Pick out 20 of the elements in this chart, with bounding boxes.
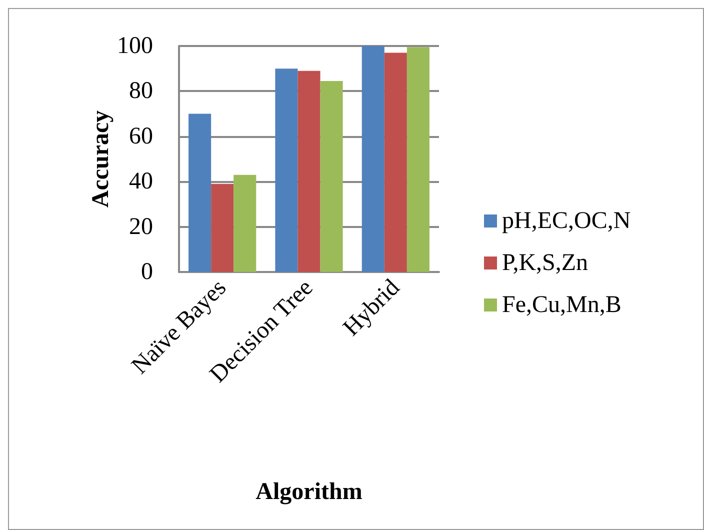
legend-label: pH,EC,OC,N	[502, 208, 631, 234]
bar	[211, 184, 234, 272]
y-tick-label: 0	[141, 259, 153, 285]
x-axis-title: Algorithm	[256, 479, 362, 505]
bar	[234, 174, 256, 272]
y-tick-label: 40	[129, 168, 153, 195]
bar	[320, 81, 343, 272]
bar	[298, 70, 320, 272]
y-tick-label: 80	[129, 78, 153, 104]
bar	[275, 68, 298, 272]
bar	[362, 46, 384, 272]
bar	[384, 52, 407, 272]
legend-label: P,K,S,Zn	[502, 250, 588, 276]
legend-label: Fe,Cu,Mn,B	[502, 292, 622, 318]
y-tick-label: 60	[129, 123, 153, 150]
y-tick-label: 100	[117, 33, 153, 59]
y-axis-title: Accuracy	[88, 110, 114, 208]
y-tick-label: 20	[129, 214, 153, 240]
bar	[188, 114, 212, 272]
bar	[406, 47, 430, 272]
